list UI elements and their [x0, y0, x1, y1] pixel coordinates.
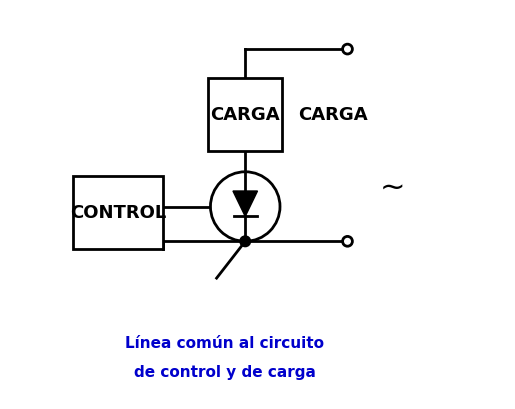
Bar: [209, 78, 282, 151]
Circle shape: [342, 236, 352, 246]
Circle shape: [342, 44, 352, 54]
Text: de control y de carga: de control y de carga: [134, 365, 316, 380]
Polygon shape: [233, 191, 258, 216]
Bar: [74, 176, 163, 249]
Circle shape: [211, 172, 280, 241]
Text: CARGA: CARGA: [298, 106, 368, 124]
Circle shape: [240, 236, 250, 247]
Text: CARGA: CARGA: [211, 106, 280, 124]
Text: CONTROL: CONTROL: [71, 204, 166, 222]
Text: ~: ~: [380, 174, 405, 202]
Text: Línea común al circuito: Línea común al circuito: [125, 336, 324, 351]
